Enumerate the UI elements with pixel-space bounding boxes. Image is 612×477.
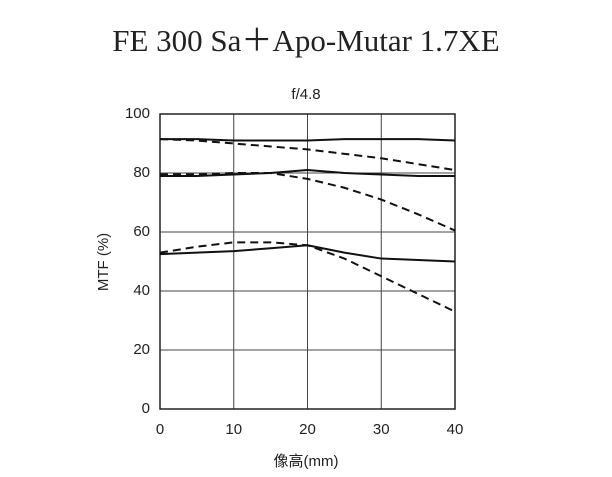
y-axis-label: MTF (%) <box>95 233 112 291</box>
y-tick-label: 100 <box>125 105 150 122</box>
y-tick-label: 0 <box>142 400 150 417</box>
mtf-curve <box>160 169 455 177</box>
x-tick-label: 30 <box>373 421 390 438</box>
mtf-curve <box>160 172 456 232</box>
x-tick-label: 40 <box>447 421 464 438</box>
mtf-curve <box>159 241 456 313</box>
x-tick-label: 10 <box>225 421 242 438</box>
mtf-curve <box>159 138 456 172</box>
y-tick-label: 40 <box>133 282 150 299</box>
y-tick-label: 20 <box>133 341 150 358</box>
chart-subtitle: f/4.8 <box>291 86 320 103</box>
y-tick-label: 80 <box>133 164 150 181</box>
mtf-curve <box>160 138 456 142</box>
x-axis-label: 像高(mm) <box>274 453 339 470</box>
chart-title: FE 300 Sa＋Apo-Mutar 1.7XE <box>112 23 499 58</box>
x-tick-label: 0 <box>156 421 164 438</box>
x-tick-label: 20 <box>299 421 316 438</box>
y-tick-label: 60 <box>133 223 150 240</box>
